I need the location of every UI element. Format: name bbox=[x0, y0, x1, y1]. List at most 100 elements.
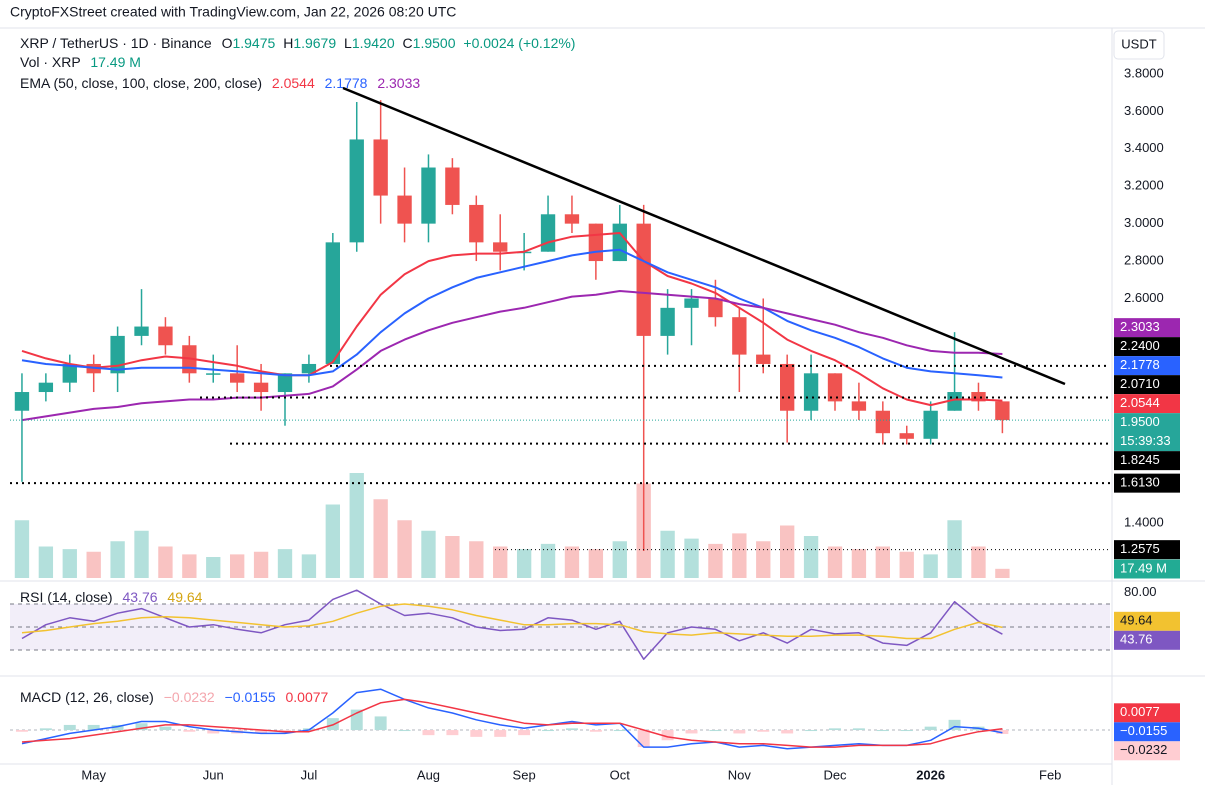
trendline bbox=[342, 86, 1066, 386]
volume-bar bbox=[875, 546, 890, 578]
x-tick-label: Jun bbox=[203, 767, 224, 782]
volume-bar bbox=[445, 536, 460, 578]
candle-body bbox=[684, 298, 699, 308]
x-tick-label: May bbox=[81, 767, 106, 782]
histogram-bar bbox=[805, 730, 818, 732]
x-tick-label: Dec bbox=[823, 767, 847, 782]
price-label-box bbox=[1114, 451, 1180, 471]
histogram-bar bbox=[374, 716, 387, 731]
candle-body bbox=[206, 373, 221, 375]
price-label-box bbox=[1114, 356, 1180, 376]
price-label-box bbox=[1114, 394, 1180, 414]
level-label: 1.6130 bbox=[1120, 475, 1160, 490]
histogram-bar bbox=[159, 726, 172, 731]
x-tick-label: Feb bbox=[1039, 767, 1061, 782]
candle-body bbox=[780, 363, 795, 411]
credit: CryptoFXStreet created with TradingView.… bbox=[10, 4, 456, 20]
candle-body bbox=[588, 223, 604, 262]
histogram-bar bbox=[350, 709, 363, 731]
candle-body bbox=[708, 298, 723, 318]
histogram-bar bbox=[948, 719, 961, 731]
histogram-bar bbox=[39, 728, 52, 731]
symbol: XRP / TetherUS · 1D · Binance bbox=[20, 35, 212, 51]
macd-line bbox=[21, 688, 1003, 750]
histogram-bar bbox=[565, 728, 578, 731]
histogram-bar bbox=[781, 730, 794, 734]
volume-bar bbox=[230, 554, 245, 578]
volume-bar bbox=[62, 549, 77, 578]
histogram-bar bbox=[446, 730, 459, 736]
histogram-bar bbox=[255, 730, 268, 734]
price-label-box bbox=[1114, 703, 1180, 723]
macd-label: −0.0155 bbox=[1120, 723, 1167, 738]
volume-bar bbox=[253, 551, 269, 578]
candle-body bbox=[134, 326, 149, 336]
level-label: 1.8245 bbox=[1120, 452, 1160, 467]
indicator-label: 43.76 bbox=[1120, 632, 1153, 647]
currency-box[interactable] bbox=[1113, 30, 1165, 60]
macd-value: −0.0155 bbox=[225, 689, 276, 705]
ema-value: 2.0544 bbox=[272, 75, 315, 91]
y-tick-label: 3.4000 bbox=[1124, 140, 1164, 155]
candle-body bbox=[421, 167, 436, 224]
ohlc-key: H bbox=[283, 35, 293, 51]
histogram-bar bbox=[87, 724, 100, 731]
volume-bar bbox=[373, 499, 388, 578]
volume-bar bbox=[301, 554, 317, 578]
y-tick-label: 2.8000 bbox=[1124, 252, 1164, 267]
price-label-box bbox=[1114, 337, 1180, 357]
ema-line bbox=[21, 232, 1003, 407]
indicator-line bbox=[21, 603, 1003, 640]
histogram-bar bbox=[207, 730, 220, 734]
volume-bar bbox=[349, 473, 364, 578]
change: +0.0024 (+0.12%) bbox=[463, 35, 575, 51]
volume-bar bbox=[158, 546, 173, 578]
price-label-box bbox=[1114, 375, 1180, 395]
y-tick-label: 3.6000 bbox=[1124, 103, 1164, 118]
histogram-bar bbox=[613, 730, 626, 732]
histogram-bar bbox=[829, 728, 841, 731]
histogram-bar bbox=[852, 728, 865, 731]
volume-label: 17.49 M bbox=[1120, 560, 1167, 575]
volume-bar bbox=[110, 541, 125, 578]
price-label-box bbox=[1114, 540, 1180, 560]
histogram-bar bbox=[279, 730, 291, 732]
volume-bar bbox=[947, 520, 962, 578]
ohlc-key: C bbox=[403, 35, 413, 51]
currency[interactable]: USDT bbox=[1121, 36, 1156, 51]
level-label: 1.2575 bbox=[1120, 541, 1160, 556]
volume-bar bbox=[588, 549, 604, 578]
histogram-bar bbox=[542, 730, 555, 732]
x-tick-label: Oct bbox=[610, 767, 631, 782]
candle-body bbox=[995, 401, 1010, 421]
candle-body bbox=[803, 373, 819, 411]
candle-body bbox=[612, 223, 627, 262]
rsi-value: 43.76 bbox=[122, 589, 157, 605]
last-price-label: 1.9500 bbox=[1120, 414, 1160, 429]
level-label: 2.0710 bbox=[1120, 376, 1160, 391]
ohlc-value: 1.9679 bbox=[293, 35, 336, 51]
candle-body bbox=[445, 167, 460, 205]
price-label-box bbox=[1114, 630, 1180, 650]
histogram-bar bbox=[876, 730, 889, 732]
candle-body bbox=[158, 326, 173, 346]
ohlc-value: 1.9475 bbox=[232, 35, 275, 51]
x-tick-label: Jul bbox=[301, 767, 318, 782]
histogram-bar bbox=[924, 726, 937, 731]
candle-body bbox=[62, 363, 77, 383]
histogram-bar bbox=[111, 724, 124, 731]
volume-bar bbox=[469, 541, 484, 578]
histogram-bar bbox=[757, 730, 770, 732]
y-tick-label: 3.0000 bbox=[1124, 215, 1164, 230]
y-tick-label: 3.2000 bbox=[1124, 178, 1164, 193]
volume-bar bbox=[995, 568, 1010, 578]
candle-body bbox=[301, 363, 317, 374]
ohlc-key: L bbox=[344, 35, 352, 51]
volume-title: Vol · XRP bbox=[20, 54, 80, 70]
volume-bar bbox=[612, 541, 627, 578]
candle-body bbox=[923, 410, 938, 439]
ema-line bbox=[21, 248, 1003, 379]
macd-legend: MACD (12, 26, close) −0.0232 −0.0155 0.0… bbox=[20, 689, 329, 705]
histogram-bar bbox=[589, 730, 602, 732]
